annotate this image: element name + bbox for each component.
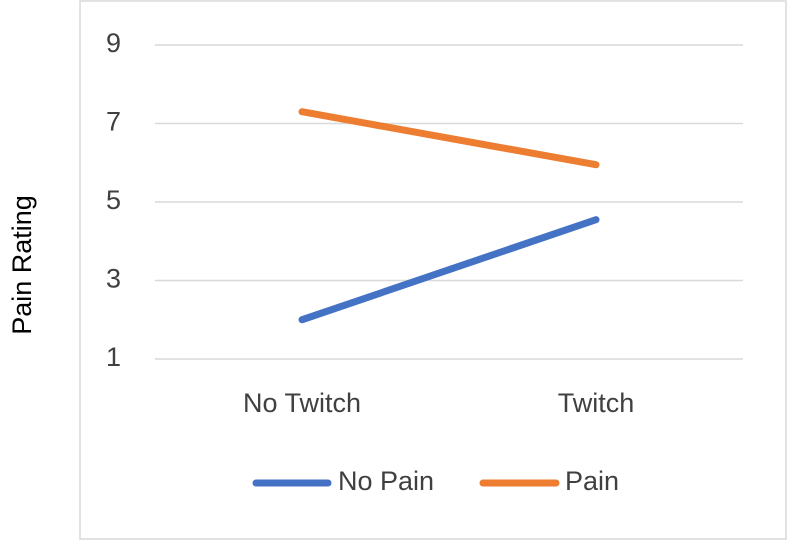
series-line-no-pain: [298, 216, 600, 324]
series-line-pain: [298, 108, 600, 169]
series-lines: [298, 108, 600, 324]
gridlines: [155, 44, 743, 360]
y-tick-label-3: 3: [106, 264, 121, 294]
x-tick-label-2: Twitch: [558, 388, 635, 418]
y-tick-label-1: 1: [106, 342, 121, 372]
legend-label-no-pain: No Pain: [338, 466, 434, 496]
x-tick-labels: No Twitch Twitch: [243, 388, 634, 418]
y-tick-label-5: 5: [106, 185, 121, 215]
x-tick-label-1: No Twitch: [243, 388, 361, 418]
legend-label-pain: Pain: [565, 466, 619, 496]
chart-area-border: [79, 0, 787, 540]
y-tick-labels: 1 3 5 7 9: [106, 28, 121, 372]
y-tick-label-7: 7: [106, 107, 121, 137]
y-tick-label-9: 9: [106, 28, 121, 58]
legend: No Pain Pain: [252, 466, 619, 496]
y-axis-title: Pain Rating: [7, 195, 37, 335]
